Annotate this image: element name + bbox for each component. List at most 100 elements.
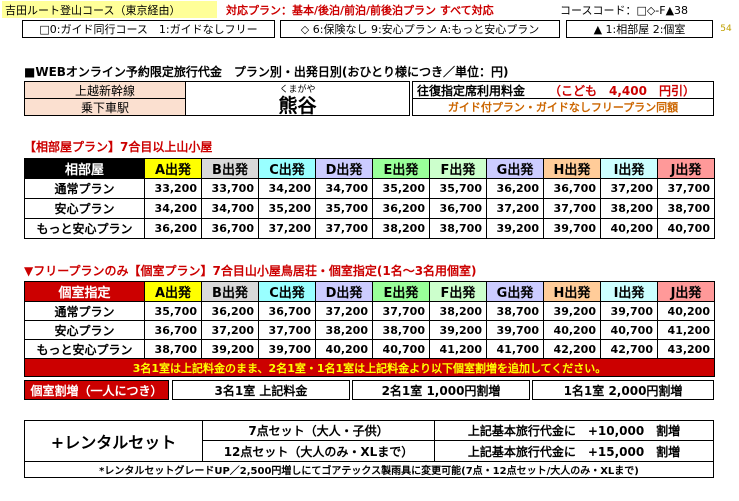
price-cell: 35,700 [144, 301, 202, 321]
price-cell: 36,200 [372, 198, 430, 219]
price-cell: 34,200 [144, 198, 202, 219]
price-cell: 38,700 [657, 198, 715, 219]
private-room-heading: ▼フリープランのみ【個室プラン】7合目山小屋鳥居荘・個室指定(1名～3名用個室) [24, 264, 477, 278]
price-cell: 39,700 [600, 301, 658, 321]
col-a: A出発 [144, 281, 202, 302]
surcharge-label: 個室割増（一人につき） [24, 380, 169, 400]
price-cell: 39,700 [258, 339, 316, 359]
col-e: E出発 [372, 158, 430, 179]
table-row: 安心プラン 34,200 34,700 35,200 35,700 36,200… [24, 198, 715, 219]
price-cell: 37,700 [372, 301, 430, 321]
price-cell: 37,200 [315, 301, 373, 321]
price-cell: 40,200 [600, 218, 658, 239]
price-cell: 38,700 [144, 339, 202, 359]
price-cell: 40,200 [543, 320, 601, 340]
price-cell: 38,700 [372, 320, 430, 340]
row-label: もっと安心プラン [24, 218, 145, 239]
price-cell: 41,200 [429, 339, 487, 359]
table-row: もっと安心プラン 38,700 39,200 39,700 40,200 40,… [24, 339, 715, 359]
price-cell: 40,700 [372, 339, 430, 359]
col-f: F出発 [429, 158, 487, 179]
col-d: D出発 [315, 281, 373, 302]
price-cell: 34,700 [201, 198, 259, 219]
plan-support: 対応プラン：基本/後泊/前泊/前後泊プラン すべて対応 [226, 3, 494, 17]
station-label: 乗下車駅 [24, 98, 186, 116]
reserved-label: 往復指定席利用料金 [417, 83, 526, 98]
col-f: F出発 [429, 281, 487, 302]
shared-room-table: 相部屋 A出発 B出発 C出発 D出発 E出発 F出発 G出発 H出発 I出発 … [24, 158, 715, 239]
price-cell: 37,200 [201, 320, 259, 340]
rental-item-name: 12点セット（大人のみ・XLまで） [203, 441, 435, 461]
col-c: C出発 [258, 281, 316, 302]
price-cell: 40,700 [657, 218, 715, 239]
section-title: ■WEBオンライン予約限定旅行代金 プラン別・出発日別(おひとり様につき／単位：… [24, 64, 509, 79]
col-g: G出発 [486, 158, 544, 179]
price-cell: 43,200 [657, 339, 715, 359]
price-cell: 41,200 [657, 320, 715, 340]
price-cell: 35,700 [315, 198, 373, 219]
price-cell: 40,200 [657, 301, 715, 321]
price-cell: 36,700 [201, 218, 259, 239]
row-label: もっと安心プラン [24, 339, 145, 359]
price-cell: 37,200 [486, 198, 544, 219]
option-guide: □0:ガイド同行コース 1:ガイドなしフリー [22, 20, 275, 38]
price-cell: 34,200 [258, 178, 316, 199]
price-cell: 36,200 [486, 178, 544, 199]
price-cell: 38,200 [600, 198, 658, 219]
price-cell: 39,200 [486, 218, 544, 239]
table-row: もっと安心プラン 36,200 36,700 37,200 37,700 38,… [24, 218, 715, 239]
col-i: I出発 [600, 281, 658, 302]
row-label: 安心プラン [24, 198, 145, 219]
price-cell: 42,200 [543, 339, 601, 359]
station-name: 熊谷 [278, 94, 317, 116]
price-cell: 33,700 [201, 178, 259, 199]
col-h: H出発 [543, 158, 601, 179]
col-i: I出発 [600, 158, 658, 179]
rental-box: +レンタルセット 7点セット（大人・子供） 上記基本旅行代金に +10,000 … [24, 420, 714, 478]
price-cell: 38,200 [372, 218, 430, 239]
col-b: B出発 [201, 158, 259, 179]
col-j: J出発 [657, 158, 715, 179]
price-cell: 35,700 [429, 178, 487, 199]
price-cell: 37,700 [657, 178, 715, 199]
station-box: くまがや 熊谷 [185, 81, 410, 116]
price-cell: 38,700 [486, 301, 544, 321]
price-cell: 36,200 [144, 218, 202, 239]
rental-footnote: *レンタルセットグレードUP／2,500円増しにてゴアテックス製雨具に変更可能(… [25, 461, 713, 477]
row-label: 通常プラン [24, 178, 145, 199]
price-cell: 40,700 [600, 320, 658, 340]
price-cell: 35,200 [372, 178, 430, 199]
price-cell: 39,200 [543, 301, 601, 321]
price-cell: 36,200 [201, 301, 259, 321]
rental-item-price: 上記基本旅行代金に +10,000 割増 [435, 421, 713, 441]
guide-note: ガイド付プラン・ガイドなしフリープラン同額 [412, 98, 714, 116]
col-a: A出発 [144, 158, 202, 179]
price-cell: 33,200 [144, 178, 202, 199]
price-cell: 37,200 [600, 178, 658, 199]
line-label: 上越新幹線 [24, 81, 186, 99]
price-cell: 37,700 [315, 218, 373, 239]
price-cell: 41,700 [486, 339, 544, 359]
price-cell: 36,700 [543, 178, 601, 199]
col-b: B出発 [201, 281, 259, 302]
price-cell: 37,200 [258, 218, 316, 239]
price-cell: 42,700 [600, 339, 658, 359]
reserved-value: （こども 4,400 円引） [549, 83, 695, 98]
price-cell: 39,700 [543, 218, 601, 239]
shared-room-heading: 【相部屋プラン】7合目以上山小屋 [24, 140, 213, 154]
row-label: 安心プラン [24, 320, 145, 340]
price-cell: 40,200 [315, 339, 373, 359]
col-c: C出発 [258, 158, 316, 179]
table-row: 通常プラン 33,200 33,700 34,200 34,700 35,200… [24, 178, 715, 199]
option-insurance: ◇ 6:保険なし 9:安心プラン A:もっと安心プラン [280, 20, 560, 38]
price-cell: 37,700 [543, 198, 601, 219]
price-cell: 38,200 [315, 320, 373, 340]
col-e: E出発 [372, 281, 430, 302]
rental-label: +レンタルセット [25, 421, 203, 461]
price-cell: 38,700 [429, 218, 487, 239]
private-note: 3名1室は上記料金のまま、2名1室・1名1室は上記料金より以下個室割増を追加して… [24, 358, 715, 377]
page-number: 54 [720, 24, 732, 34]
col-h: H出発 [543, 281, 601, 302]
option-room: ▲ 1:相部屋 2:個室 [566, 20, 713, 38]
surcharge-2: 2名1室 1,000円割増 [352, 380, 530, 400]
